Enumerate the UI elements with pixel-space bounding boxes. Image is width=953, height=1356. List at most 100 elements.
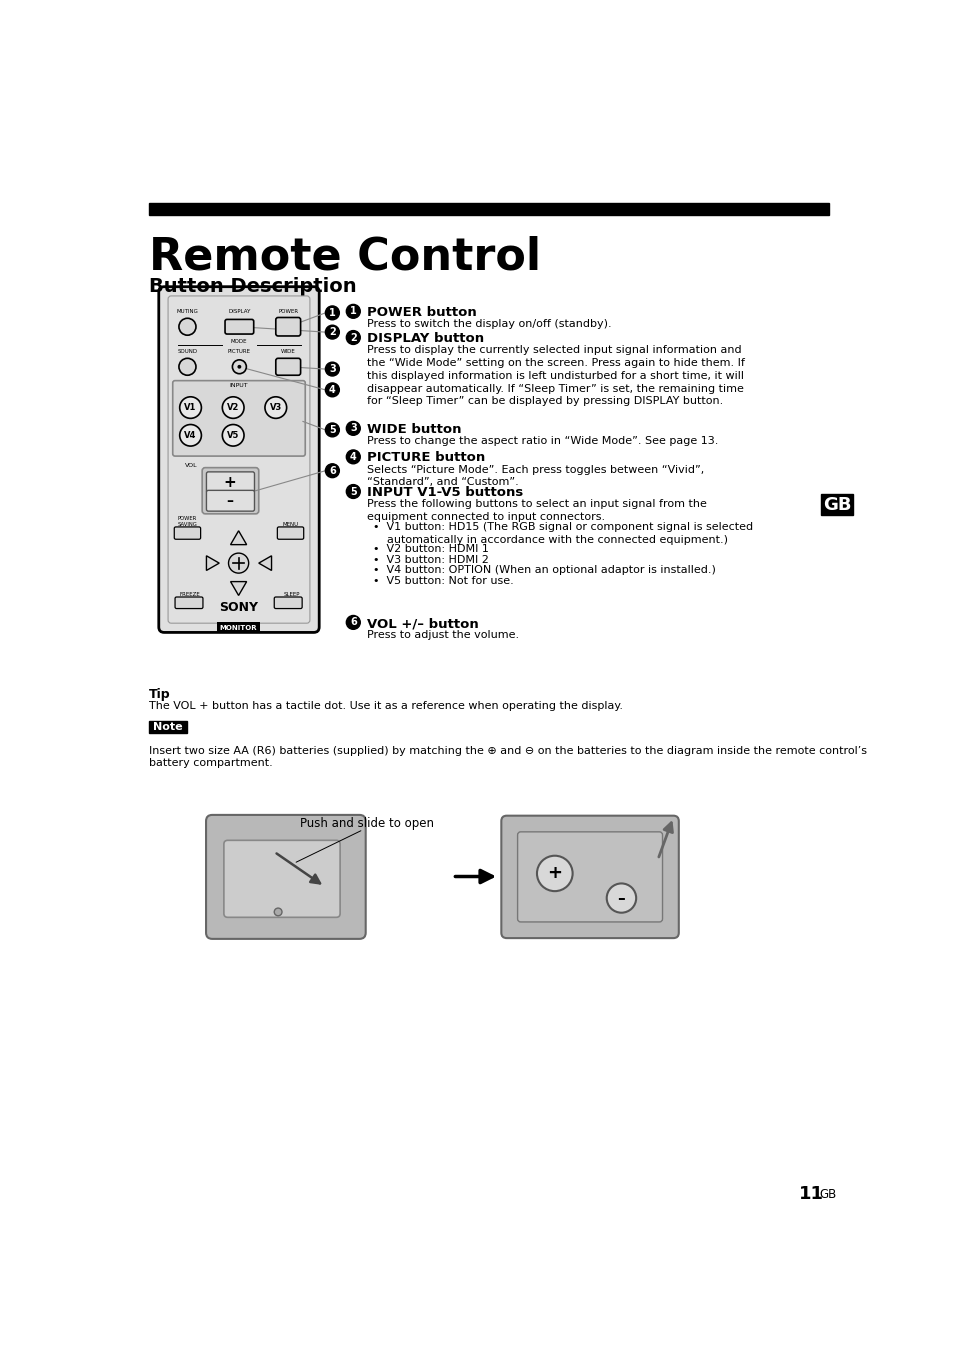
Bar: [149, 721, 187, 734]
Circle shape: [179, 358, 195, 376]
FancyBboxPatch shape: [202, 468, 258, 514]
Circle shape: [346, 484, 360, 499]
FancyBboxPatch shape: [206, 815, 365, 938]
Text: V3: V3: [270, 403, 282, 412]
Circle shape: [606, 884, 636, 913]
Text: 11: 11: [798, 1185, 823, 1203]
Text: Note: Note: [153, 723, 183, 732]
FancyBboxPatch shape: [174, 597, 203, 609]
Circle shape: [222, 424, 244, 446]
Text: Selects “Picture Mode”. Each press toggles between “Vivid”,
“Standard”, and “Cus: Selects “Picture Mode”. Each press toggl…: [367, 465, 703, 487]
Circle shape: [346, 616, 360, 629]
Text: 6: 6: [329, 465, 335, 476]
Text: SONY: SONY: [219, 601, 258, 614]
Bar: [149, 203, 828, 216]
FancyBboxPatch shape: [275, 317, 300, 336]
Text: VOL +/– button: VOL +/– button: [367, 617, 478, 631]
FancyBboxPatch shape: [216, 622, 260, 633]
Text: •  V3 button: HDMI 2: • V3 button: HDMI 2: [373, 555, 489, 564]
Circle shape: [325, 382, 339, 397]
Text: POWER: POWER: [278, 309, 298, 313]
FancyBboxPatch shape: [517, 831, 661, 922]
Text: 4: 4: [329, 385, 335, 395]
FancyBboxPatch shape: [174, 527, 200, 540]
Text: Press to display the currently selected input signal information and
the “Wide M: Press to display the currently selected …: [367, 346, 744, 407]
Text: GB: GB: [819, 1188, 836, 1200]
Circle shape: [346, 331, 360, 344]
Text: 2: 2: [350, 332, 356, 343]
Text: MONITOR: MONITOR: [219, 625, 257, 631]
Circle shape: [265, 397, 286, 419]
FancyBboxPatch shape: [225, 320, 253, 334]
Text: 5: 5: [329, 424, 335, 435]
Text: Press the following buttons to select an input signal from the
equipment connect: Press the following buttons to select an…: [367, 499, 706, 522]
Circle shape: [274, 909, 282, 915]
Text: Tip: Tip: [149, 687, 171, 701]
FancyBboxPatch shape: [275, 358, 300, 376]
Circle shape: [325, 306, 339, 320]
Text: MUTING: MUTING: [176, 309, 198, 313]
Text: VOL: VOL: [185, 462, 197, 468]
Text: PICTURE: PICTURE: [228, 348, 251, 354]
FancyBboxPatch shape: [277, 527, 303, 540]
Text: Press to change the aspect ratio in “Wide Mode”. See page 13.: Press to change the aspect ratio in “Wid…: [367, 437, 718, 446]
Text: POWER button: POWER button: [367, 306, 476, 319]
Text: +: +: [547, 864, 561, 883]
Text: •  V2 button: HDMI 1: • V2 button: HDMI 1: [373, 544, 489, 553]
Text: SLEEP: SLEEP: [284, 593, 300, 597]
Text: V4: V4: [184, 431, 196, 439]
Text: –: –: [617, 891, 624, 906]
Text: 3: 3: [350, 423, 356, 434]
Text: WIDE: WIDE: [280, 348, 295, 354]
Circle shape: [325, 464, 339, 477]
Text: MENU: MENU: [282, 522, 298, 527]
Text: SOUND: SOUND: [177, 348, 197, 354]
Text: Insert two size AA (R6) batteries (supplied) by matching the ⊕ and ⊖ on the batt: Insert two size AA (R6) batteries (suppl…: [149, 746, 865, 769]
Text: 4: 4: [350, 452, 356, 462]
Text: PICTURE button: PICTURE button: [367, 452, 485, 465]
FancyBboxPatch shape: [274, 597, 302, 609]
Circle shape: [346, 304, 360, 319]
Circle shape: [179, 397, 201, 419]
Text: 1: 1: [329, 308, 335, 317]
Circle shape: [346, 422, 360, 435]
FancyBboxPatch shape: [206, 472, 254, 492]
FancyBboxPatch shape: [158, 286, 319, 632]
Text: V2: V2: [227, 403, 239, 412]
Circle shape: [229, 553, 249, 574]
Text: DISPLAY: DISPLAY: [228, 309, 251, 313]
Text: FREEZE: FREEZE: [179, 593, 200, 597]
Text: MODE: MODE: [230, 339, 247, 344]
Text: 5: 5: [350, 487, 356, 496]
Text: –: –: [227, 494, 233, 507]
Circle shape: [325, 423, 339, 437]
Text: V1: V1: [184, 403, 196, 412]
FancyBboxPatch shape: [224, 841, 340, 917]
FancyBboxPatch shape: [500, 816, 679, 938]
Text: •  V4 button: OPTION (When an optional adaptor is installed.): • V4 button: OPTION (When an optional ad…: [373, 565, 716, 575]
Text: 3: 3: [329, 363, 335, 374]
Text: 6: 6: [350, 617, 356, 628]
Text: V5: V5: [227, 431, 239, 439]
Text: POWER
SAVING: POWER SAVING: [177, 517, 197, 527]
Text: DISPLAY button: DISPLAY button: [367, 332, 484, 346]
Text: The VOL + button has a tactile dot. Use it as a reference when operating the dis: The VOL + button has a tactile dot. Use …: [149, 701, 622, 711]
Text: Press to switch the display on/off (standby).: Press to switch the display on/off (stan…: [367, 319, 611, 330]
Text: 2: 2: [329, 327, 335, 338]
Circle shape: [222, 397, 244, 419]
Circle shape: [346, 450, 360, 464]
Text: 1: 1: [350, 306, 356, 316]
Text: INPUT: INPUT: [229, 382, 248, 388]
Text: Remote Control: Remote Control: [149, 236, 540, 279]
FancyBboxPatch shape: [206, 491, 254, 511]
Circle shape: [233, 359, 246, 374]
FancyBboxPatch shape: [172, 381, 305, 456]
Text: Press to adjust the volume.: Press to adjust the volume.: [367, 631, 518, 640]
Bar: [820, 494, 852, 515]
Text: Push and slide to open: Push and slide to open: [300, 818, 434, 830]
Circle shape: [325, 362, 339, 376]
Circle shape: [537, 856, 572, 891]
Text: +: +: [223, 475, 236, 490]
Text: GB: GB: [821, 495, 850, 514]
Circle shape: [237, 365, 241, 369]
